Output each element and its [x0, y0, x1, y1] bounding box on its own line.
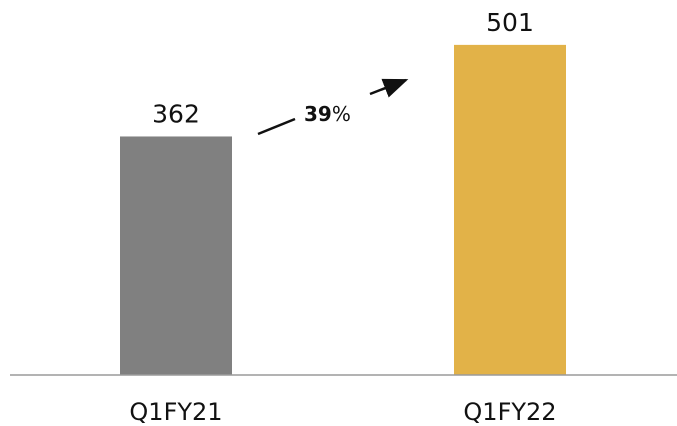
- growth-unit: %: [332, 102, 351, 126]
- x-tick-label-q1fy21: Q1FY21: [129, 398, 222, 426]
- growth-arrow-tail: [257, 117, 296, 136]
- value-label-q1fy22: 501: [486, 8, 534, 37]
- growth-number: 39: [304, 102, 332, 126]
- tick-labels-layer: Q1FY21 Q1FY22: [129, 398, 556, 426]
- value-label-q1fy21: 362: [152, 99, 200, 128]
- bar-q1fy22: [454, 44, 566, 376]
- x-tick-label-q1fy22: Q1FY22: [463, 398, 556, 426]
- bars-layer: [120, 44, 566, 376]
- growth-annotation: 39%: [257, 78, 409, 136]
- arrow-up-right-icon: [369, 78, 409, 98]
- bar-q1fy21: [120, 136, 232, 375]
- value-labels-layer: 362 501: [152, 8, 534, 129]
- growth-label: 39%: [304, 102, 351, 126]
